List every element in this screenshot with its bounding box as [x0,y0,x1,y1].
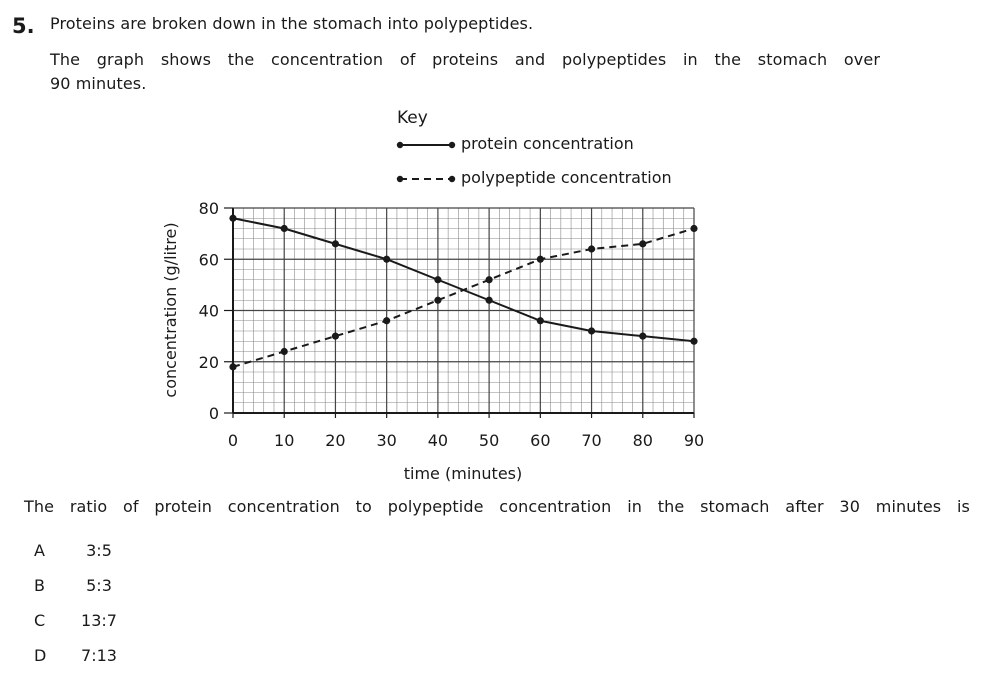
legend-title: Key [397,108,428,128]
legend-label-protein: protein concentration [461,134,634,153]
data-point-polypeptide [331,332,340,340]
legend-marker-polypeptide-end [448,175,456,183]
x-tick-label: 20 [325,431,345,450]
option-c-value: 13:7 [81,611,117,630]
data-point-polypeptide [434,296,442,304]
x-tick-label: 70 [581,431,601,450]
data-point-protein [280,224,288,233]
option-a-value: 3:5 [86,541,112,560]
series-line-polypeptide [232,227,695,368]
question-intro: Proteins are broken down in the stomach … [50,14,534,33]
series-lines [232,217,695,368]
data-point-polypeptide [229,363,237,371]
data-point-protein [229,214,237,222]
x-tick-label: 30 [376,431,396,450]
x-tick-labels: 0 10 20 30 40 50 60 70 80 90 [228,413,704,450]
y-tick-label: 20 [199,353,219,372]
y-axis-label: concentration (g/litre) [161,222,180,397]
data-point-protein [383,255,391,263]
option-b-value: 5:3 [86,576,112,595]
y-tick-labels: 0 20 40 60 80 [199,199,233,423]
data-point-protein [536,317,544,325]
data-point-protein [331,240,340,248]
option-c[interactable]: C 13:7 [34,611,124,630]
option-b-letter: B [34,576,45,595]
data-point-protein [434,276,442,284]
legend-marker-protein-start [396,141,404,149]
question-description-line2: 90 minutes. [50,74,147,93]
x-axis-label: time (minutes) [404,464,522,483]
option-b[interactable]: B 5:3 [34,576,124,595]
question-number: 5. [12,14,35,38]
data-point-polypeptide [383,317,391,325]
option-d-value: 7:13 [81,646,117,665]
x-tick-label: 60 [530,431,550,450]
x-tick-label: 40 [428,431,448,450]
option-a[interactable]: A 3:5 [34,541,124,560]
legend-marker-protein-end [448,141,456,149]
data-point-protein [639,332,647,340]
data-point-protein [587,327,596,335]
x-tick-label: 10 [274,431,294,450]
series-points [229,214,698,371]
data-point-protein [485,296,493,304]
legend: Key protein concentration polypeptide co… [396,108,672,187]
x-tick-label: 80 [633,431,653,450]
option-d-letter: D [34,646,47,665]
option-d[interactable]: D 7:13 [34,646,124,665]
data-point-polypeptide [485,276,493,284]
data-point-protein [690,337,698,345]
data-point-polypeptide [690,224,698,233]
x-tick-label: 0 [228,431,238,450]
x-tick-label: 90 [684,431,704,450]
y-tick-label: 80 [199,199,219,218]
legend-marker-polypeptide-start [396,175,404,183]
data-point-polypeptide [587,245,596,253]
data-point-polypeptide [536,255,544,263]
data-point-polypeptide [639,240,647,248]
y-tick-label: 0 [209,404,219,423]
major-grid [232,207,695,414]
data-point-polypeptide [280,347,288,356]
question-description-line1: The graph shows the concentration of pro… [50,50,880,69]
option-c-letter: C [34,611,46,630]
legend-label-polypeptide: polypeptide concentration [461,168,672,187]
option-a-letter: A [34,541,45,560]
y-tick-label: 60 [199,250,219,269]
x-tick-label: 50 [479,431,499,450]
question-stem: The ratio of protein concentration to po… [24,497,970,516]
y-tick-label: 40 [199,302,219,321]
